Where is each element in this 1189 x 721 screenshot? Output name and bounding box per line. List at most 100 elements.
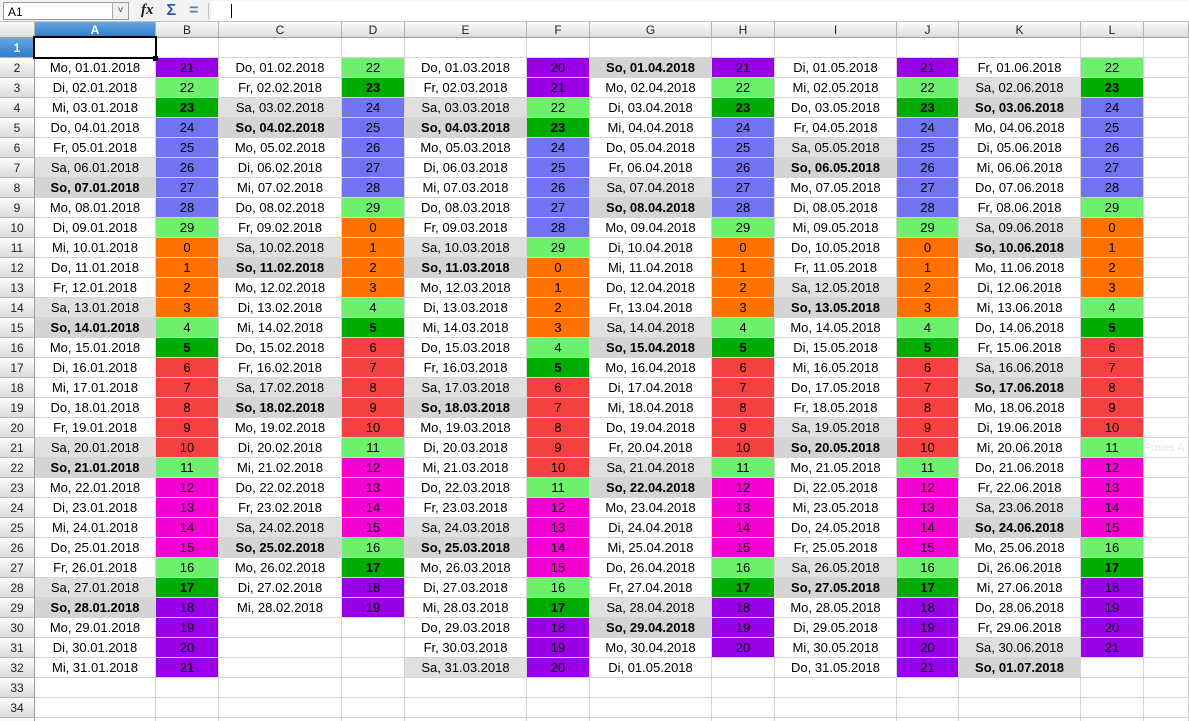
cell-D18[interactable]: 8 [342,378,405,398]
cell-L7[interactable]: 27 [1081,158,1144,178]
cell-A14[interactable]: Sa, 13.01.2018 [35,298,156,318]
cell-L11[interactable]: 1 [1081,238,1144,258]
row-header-7[interactable]: 7 [0,158,35,178]
cell-A19[interactable]: Do, 18.01.2018 [35,398,156,418]
cell-M28[interactable] [1144,578,1189,598]
cell-G31[interactable]: Mo, 30.04.2018 [590,638,712,658]
cell-B28[interactable]: 17 [156,578,219,598]
cell-D26[interactable]: 16 [342,538,405,558]
cell-L30[interactable]: 20 [1081,618,1144,638]
cell-I33[interactable] [775,678,897,698]
cell-B11[interactable]: 0 [156,238,219,258]
cell-D32[interactable] [342,658,405,678]
cell-F31[interactable]: 19 [527,638,590,658]
cell-H5[interactable]: 24 [712,118,775,138]
cell-F6[interactable]: 24 [527,138,590,158]
cell-C4[interactable]: Sa, 03.02.2018 [219,98,342,118]
cell-G19[interactable]: Mi, 18.04.2018 [590,398,712,418]
cell-B13[interactable]: 2 [156,278,219,298]
cell-I10[interactable]: Mi, 09.05.2018 [775,218,897,238]
cell-D30[interactable] [342,618,405,638]
column-header-M[interactable] [1144,22,1189,38]
cell-E14[interactable]: Di, 13.03.2018 [405,298,527,318]
cell-M34[interactable] [1144,698,1189,718]
cell-E32[interactable]: Sa, 31.03.2018 [405,658,527,678]
cell-L26[interactable]: 16 [1081,538,1144,558]
cell-B19[interactable]: 8 [156,398,219,418]
cell-K29[interactable]: Do, 28.06.2018 [959,598,1081,618]
cell-I35[interactable] [775,718,897,721]
cell-D16[interactable]: 6 [342,338,405,358]
cell-A30[interactable]: Mo, 29.01.2018 [35,618,156,638]
cell-H28[interactable]: 17 [712,578,775,598]
cell-K6[interactable]: Di, 05.06.2018 [959,138,1081,158]
cell-I13[interactable]: Sa, 12.05.2018 [775,278,897,298]
cell-G17[interactable]: Mo, 16.04.2018 [590,358,712,378]
cell-G8[interactable]: Sa, 07.04.2018 [590,178,712,198]
cell-J19[interactable]: 8 [897,398,959,418]
cell-J14[interactable]: 3 [897,298,959,318]
cell-J28[interactable]: 17 [897,578,959,598]
cell-E23[interactable]: Do, 22.03.2018 [405,478,527,498]
cell-G25[interactable]: Di, 24.04.2018 [590,518,712,538]
cell-D14[interactable]: 4 [342,298,405,318]
cell-D22[interactable]: 12 [342,458,405,478]
cell-C21[interactable]: Di, 20.02.2018 [219,438,342,458]
column-header-H[interactable]: H [712,22,775,38]
cell-G32[interactable]: Di, 01.05.2018 [590,658,712,678]
cell-M12[interactable] [1144,258,1189,278]
cell-I22[interactable]: Mo, 21.05.2018 [775,458,897,478]
cell-L12[interactable]: 2 [1081,258,1144,278]
row-header-11[interactable]: 11 [0,238,35,258]
cell-A32[interactable]: Mi, 31.01.2018 [35,658,156,678]
cell-H26[interactable]: 15 [712,538,775,558]
cell-D1[interactable] [342,38,405,58]
cell-D15[interactable]: 5 [342,318,405,338]
cell-C6[interactable]: Mo, 05.02.2018 [219,138,342,158]
cell-F30[interactable]: 18 [527,618,590,638]
cell-K7[interactable]: Mi, 06.06.2018 [959,158,1081,178]
cell-L27[interactable]: 17 [1081,558,1144,578]
cell-I12[interactable]: Fr, 11.05.2018 [775,258,897,278]
cell-C30[interactable] [219,618,342,638]
cell-D27[interactable]: 17 [342,558,405,578]
cell-G26[interactable]: Mi, 25.04.2018 [590,538,712,558]
cell-H20[interactable]: 9 [712,418,775,438]
cell-J24[interactable]: 13 [897,498,959,518]
cell-C13[interactable]: Mo, 12.02.2018 [219,278,342,298]
cell-I26[interactable]: Fr, 25.05.2018 [775,538,897,558]
cell-M30[interactable] [1144,618,1189,638]
cell-C26[interactable]: So, 25.02.2018 [219,538,342,558]
cell-I20[interactable]: Sa, 19.05.2018 [775,418,897,438]
cell-H9[interactable]: 28 [712,198,775,218]
cell-I23[interactable]: Di, 22.05.2018 [775,478,897,498]
cell-E8[interactable]: Mi, 07.03.2018 [405,178,527,198]
cell-E13[interactable]: Mo, 12.03.2018 [405,278,527,298]
column-header-G[interactable]: G [590,22,712,38]
cell-H25[interactable]: 14 [712,518,775,538]
cell-J2[interactable]: 21 [897,58,959,78]
cell-C2[interactable]: Do, 01.02.2018 [219,58,342,78]
cell-I15[interactable]: Mo, 14.05.2018 [775,318,897,338]
cell-H33[interactable] [712,678,775,698]
cell-K32[interactable]: So, 01.07.2018 [959,658,1081,678]
cell-A11[interactable]: Mi, 10.01.2018 [35,238,156,258]
select-all-corner[interactable] [0,22,35,38]
cell-C33[interactable] [219,678,342,698]
cell-E4[interactable]: Sa, 03.03.2018 [405,98,527,118]
cell-F11[interactable]: 29 [527,238,590,258]
cell-B14[interactable]: 3 [156,298,219,318]
cell-B29[interactable]: 18 [156,598,219,618]
cell-E6[interactable]: Mo, 05.03.2018 [405,138,527,158]
cell-C31[interactable] [219,638,342,658]
cell-F27[interactable]: 15 [527,558,590,578]
cell-H18[interactable]: 7 [712,378,775,398]
cell-E27[interactable]: Mo, 26.03.2018 [405,558,527,578]
row-header-34[interactable]: 34 [0,698,35,718]
cell-B9[interactable]: 28 [156,198,219,218]
cell-D10[interactable]: 0 [342,218,405,238]
cell-J20[interactable]: 9 [897,418,959,438]
cell-K25[interactable]: So, 24.06.2018 [959,518,1081,538]
cell-M10[interactable] [1144,218,1189,238]
cell-F3[interactable]: 21 [527,78,590,98]
